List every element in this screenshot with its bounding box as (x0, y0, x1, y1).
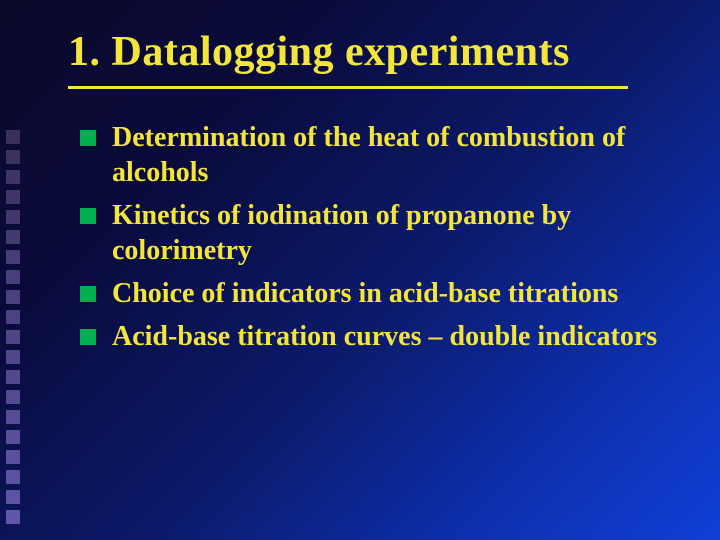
decor-square (6, 250, 20, 264)
slide-body: Determination of the heat of combustion … (80, 120, 670, 362)
decor-square (6, 430, 20, 444)
decor-square (6, 310, 20, 324)
list-item: Kinetics of iodination of propanone by c… (80, 198, 670, 268)
decor-square (6, 370, 20, 384)
bullet-square-icon (80, 329, 96, 345)
list-item-text: Choice of indicators in acid-base titrat… (112, 276, 670, 311)
decor-square (6, 270, 20, 284)
decor-square (6, 350, 20, 364)
decor-square (6, 230, 20, 244)
decor-square (6, 410, 20, 424)
decor-square (6, 510, 20, 524)
list-item: Choice of indicators in acid-base titrat… (80, 276, 670, 311)
list-item-text: Kinetics of iodination of propanone by c… (112, 198, 670, 268)
slide-root: 1. Datalogging experiments Determination… (0, 0, 720, 540)
slide-title: 1. Datalogging experiments (68, 28, 570, 76)
decor-square (6, 170, 20, 184)
decor-square (6, 490, 20, 504)
bullet-square-icon (80, 130, 96, 146)
list-item-text: Determination of the heat of combustion … (112, 120, 670, 190)
list-item: Acid-base titration curves – double indi… (80, 319, 670, 354)
bullet-square-icon (80, 286, 96, 302)
decor-square (6, 470, 20, 484)
decor-square (6, 150, 20, 164)
decor-square (6, 210, 20, 224)
decor-square (6, 450, 20, 464)
list-item-text: Acid-base titration curves – double indi… (112, 319, 670, 354)
left-decor-stripes (0, 120, 32, 540)
decor-square (6, 190, 20, 204)
decor-square (6, 290, 20, 304)
title-underline (68, 86, 628, 89)
decor-square (6, 390, 20, 404)
list-item: Determination of the heat of combustion … (80, 120, 670, 190)
decor-square (6, 330, 20, 344)
bullet-square-icon (80, 208, 96, 224)
decor-square (6, 130, 20, 144)
